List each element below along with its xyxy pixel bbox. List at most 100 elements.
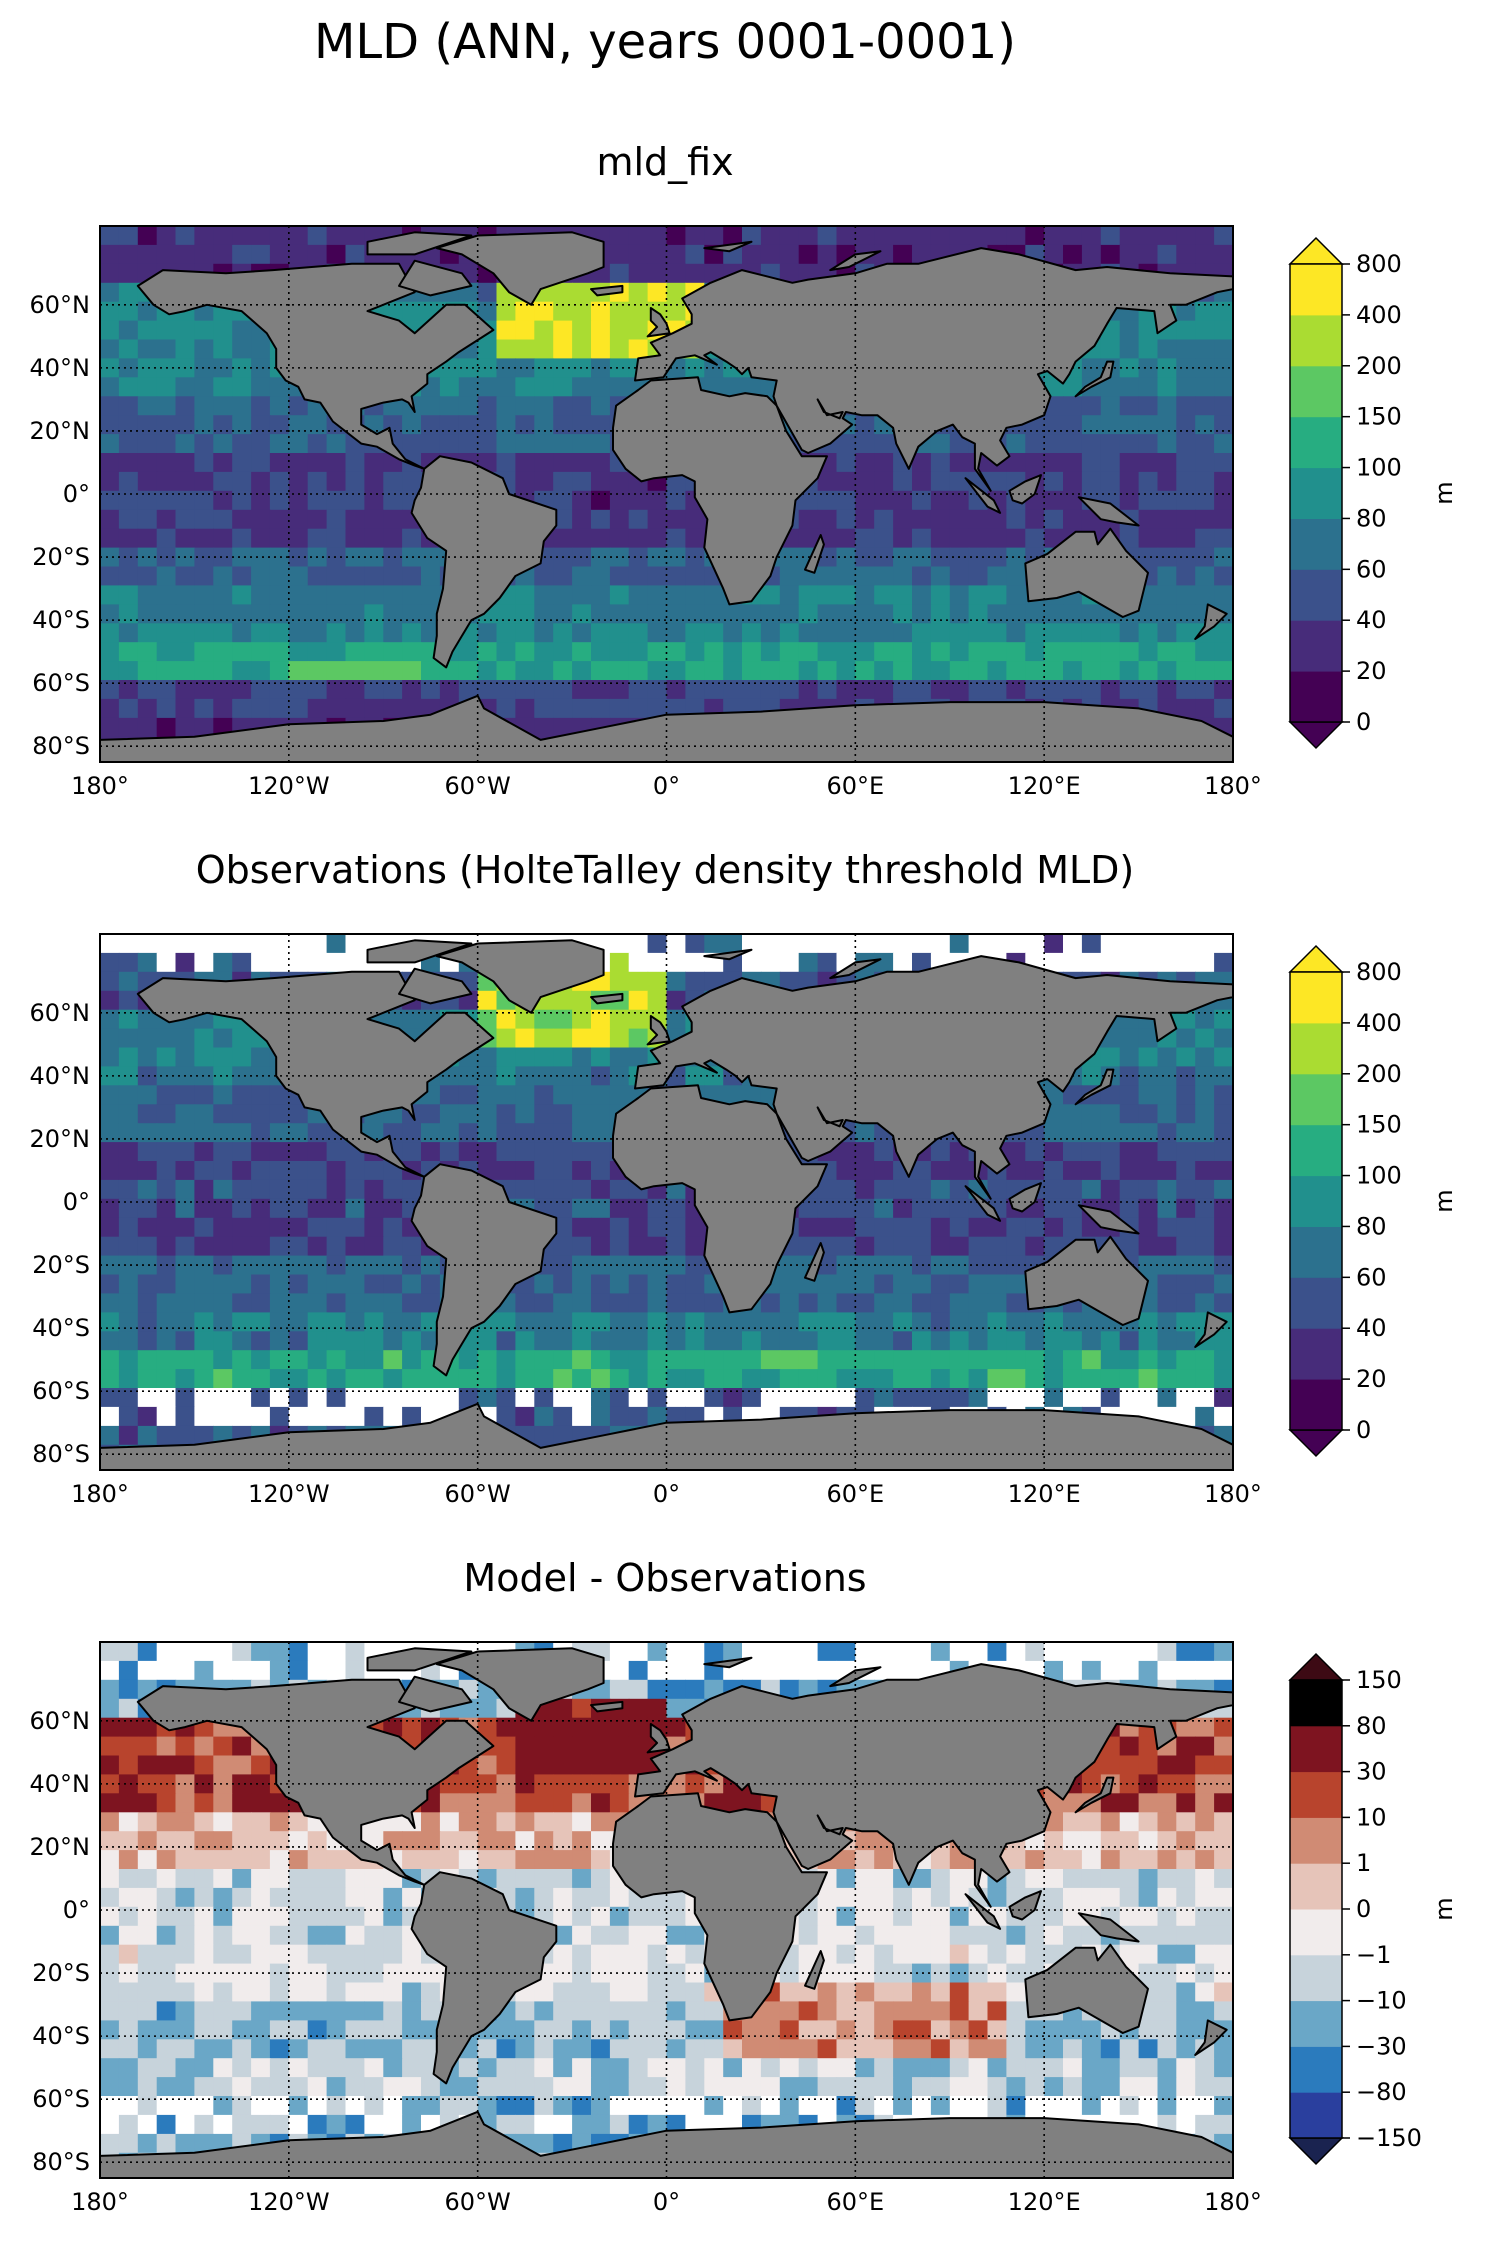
field-cell — [119, 699, 138, 719]
field-cell — [534, 1426, 554, 1446]
field-cell — [176, 1293, 196, 1313]
field-cell — [100, 680, 120, 700]
field-cell — [1082, 1642, 1102, 1662]
field-cell — [742, 2039, 762, 2059]
field-cell — [1120, 1388, 1140, 1408]
field-cell — [157, 1142, 177, 1162]
field-cell — [1082, 396, 1102, 416]
field-cell — [969, 1331, 989, 1351]
field-cell — [1139, 934, 1159, 954]
field-cell — [572, 1888, 592, 1908]
field-cell — [308, 642, 328, 662]
field-cell — [1158, 453, 1178, 473]
field-cell — [157, 1123, 177, 1143]
field-cell — [119, 991, 138, 1011]
field-cell — [1082, 623, 1102, 643]
field-cell — [157, 699, 177, 719]
field-cell — [1044, 472, 1064, 492]
field-cell — [383, 2020, 403, 2040]
field-cell — [534, 1085, 554, 1105]
field-cell — [988, 1350, 1008, 1370]
field-cell — [1214, 340, 1234, 360]
field-cell — [364, 472, 384, 492]
field-cell — [1195, 1756, 1215, 1776]
field-cell — [818, 623, 838, 643]
field-cell — [119, 1642, 138, 1662]
field-cell — [931, 1142, 951, 1162]
field-cell — [308, 1869, 328, 1889]
field-cell — [157, 396, 177, 416]
field-cell — [1044, 1218, 1064, 1238]
field-cell — [855, 1642, 875, 1662]
field-cell — [232, 2058, 252, 2078]
field-cell — [1120, 934, 1140, 954]
field-cell — [553, 1850, 573, 1870]
field-cell — [1025, 1237, 1045, 1257]
field-cell — [327, 642, 347, 662]
field-cell — [176, 415, 196, 435]
field-cell — [308, 1123, 328, 1143]
field-cell — [232, 1237, 252, 1257]
field-cell — [685, 934, 705, 954]
field-cell — [157, 1983, 177, 2003]
field-cell — [232, 604, 252, 624]
field-cell — [1063, 1104, 1083, 1124]
field-cell — [648, 2001, 668, 2021]
field-cell — [1006, 642, 1026, 662]
field-cell — [1006, 1237, 1026, 1257]
field-cell — [289, 1407, 309, 1427]
field-cell — [629, 1388, 649, 1408]
colorbar-segment — [1290, 468, 1342, 519]
field-cell — [308, 1945, 328, 1965]
field-cell — [837, 529, 857, 549]
field-cell — [138, 1218, 158, 1238]
field-cell — [912, 472, 932, 492]
field-cell — [950, 510, 970, 530]
field-cell — [572, 1793, 592, 1813]
field-cell — [685, 226, 705, 246]
field-cell — [610, 623, 630, 643]
field-cell — [251, 1104, 271, 1124]
field-cell — [327, 529, 347, 549]
field-cell — [1214, 1142, 1234, 1162]
field-cell — [289, 510, 309, 530]
field-cell — [931, 1350, 951, 1370]
field-cell — [931, 1293, 951, 1313]
field-cell — [572, 699, 592, 719]
field-cell — [421, 1123, 441, 1143]
field-cell — [761, 642, 781, 662]
field-cell — [855, 415, 875, 435]
field-cell — [1006, 1964, 1026, 1984]
field-cell — [1120, 415, 1140, 435]
field-cell — [931, 1642, 951, 1662]
field-cell — [648, 1945, 668, 1965]
field-cell — [572, 1275, 592, 1295]
colorbar-segment — [1290, 264, 1342, 315]
field-cell — [421, 1812, 441, 1832]
field-cell — [383, 1180, 403, 1200]
field-cell — [629, 264, 649, 284]
field-cell — [213, 2001, 233, 2021]
field-cell — [213, 1237, 233, 1257]
field-cell — [969, 934, 989, 954]
colorbar-tick-label: 20 — [1356, 657, 1387, 685]
field-cell — [364, 661, 384, 681]
field-cell — [1176, 604, 1196, 624]
field-cell — [497, 2020, 517, 2040]
field-cell — [119, 245, 138, 265]
field-cell — [270, 1369, 290, 1389]
field-cell — [1158, 1104, 1178, 1124]
field-cell — [157, 434, 177, 454]
field-cell — [610, 1642, 630, 1662]
field-cell — [100, 1275, 120, 1295]
field-cell — [1139, 1926, 1159, 1946]
field-cell — [100, 2020, 120, 2040]
field-cell — [818, 1642, 838, 1662]
field-cell — [534, 1029, 554, 1049]
field-cell — [478, 1756, 498, 1776]
field-cell — [855, 548, 875, 568]
field-cell — [289, 1926, 309, 1946]
field-cell — [1195, 1926, 1215, 1946]
field-cell — [402, 1983, 422, 2003]
field-cell — [1139, 1793, 1159, 1813]
